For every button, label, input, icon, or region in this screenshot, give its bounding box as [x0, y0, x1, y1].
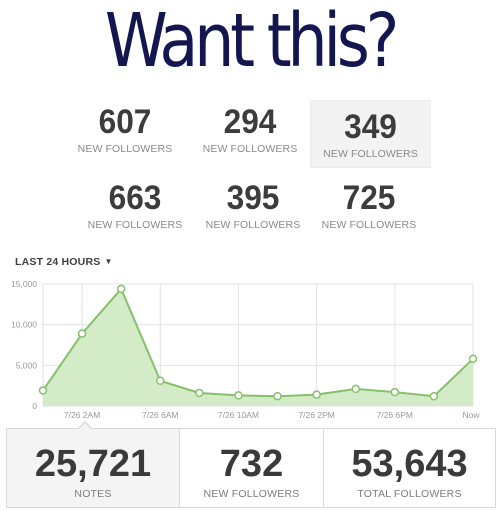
headline: Want this? [104, 0, 400, 84]
stat-value: 395 [226, 179, 280, 217]
summary-panel: 25,721 NOTES 732 NEW FOLLOWERS 53,643 TO… [6, 428, 496, 508]
followers-chart: 15,000 10,000 5,000 0 7/26 2AM 7/26 6AM 7/26 1… [11, 279, 480, 420]
total-followers-label: TOTAL FOLLOWERS [357, 488, 462, 500]
stat-card: 294 NEW FOLLOWERS [189, 104, 311, 155]
new-followers-count: 732 [219, 443, 284, 485]
y-tick-label: 5,000 [16, 360, 38, 370]
data-point [390, 387, 400, 397]
stat-label: NEW FOLLOWERS [77, 143, 173, 155]
stat-card: 607 NEW FOLLOWERS [64, 104, 186, 155]
data-point [195, 388, 204, 398]
data-point [468, 354, 478, 364]
series-area [43, 288, 473, 406]
stat-value: 725 [342, 179, 396, 217]
dropdown-caret-icon: ▼ [104, 257, 113, 266]
summary-pointer-inner [79, 423, 91, 429]
data-point [116, 284, 126, 294]
new-followers-label: NEW FOLLOWERS [203, 488, 300, 500]
stat-card: 395 NEW FOLLOWERS [192, 180, 314, 231]
new-followers-summary[interactable]: 732 NEW FOLLOWERS [180, 429, 324, 507]
data-point [234, 391, 243, 400]
stat-value: 294 [223, 103, 277, 141]
data-point [312, 390, 321, 399]
y-tick-label: 15,000 [11, 279, 37, 289]
stat-card: 663 NEW FOLLOWERS [74, 180, 196, 231]
total-followers-count: 53,643 [351, 443, 468, 485]
data-point [429, 391, 439, 401]
data-point [156, 376, 165, 386]
x-tick-label: 7/26 2AM [64, 410, 100, 420]
stat-value: 663 [108, 179, 162, 217]
x-tick-label: 7/26 2PM [298, 410, 334, 420]
stat-label: NEW FOLLOWERS [87, 219, 183, 231]
stat-label: NEW FOLLOWERS [321, 219, 417, 231]
x-tick-label: 7/26 6PM [377, 410, 413, 420]
notes-label: NOTES [74, 488, 112, 500]
stat-card: 725 NEW FOLLOWERS [308, 180, 430, 231]
y-tick-label: 10,000 [11, 320, 37, 330]
stat-value: 607 [98, 103, 152, 141]
period-selector[interactable]: LAST 24 HOURS ▼ [15, 256, 113, 268]
notes-summary[interactable]: 25,721 NOTES [7, 429, 180, 507]
x-tick-label: 7/26 6AM [142, 410, 178, 420]
x-tick-label: Now [462, 410, 480, 420]
data-point [273, 391, 282, 401]
x-tick-label: 7/26 10AM [218, 410, 259, 420]
stat-label: NEW FOLLOWERS [323, 148, 418, 160]
stat-card-highlighted: 349 NEW FOLLOWERS [310, 100, 431, 168]
total-followers-summary[interactable]: 53,643 TOTAL FOLLOWERS [324, 429, 495, 507]
period-label: LAST 24 HOURS [15, 256, 101, 268]
series-line [42, 287, 474, 398]
stat-label: NEW FOLLOWERS [205, 219, 301, 231]
data-point [351, 384, 360, 394]
data-point [38, 386, 48, 395]
stat-value: 349 [344, 108, 397, 146]
y-tick-label: 0 [32, 401, 37, 411]
data-point [77, 329, 87, 338]
stat-label: NEW FOLLOWERS [202, 143, 298, 155]
notes-count: 25,721 [34, 443, 152, 485]
